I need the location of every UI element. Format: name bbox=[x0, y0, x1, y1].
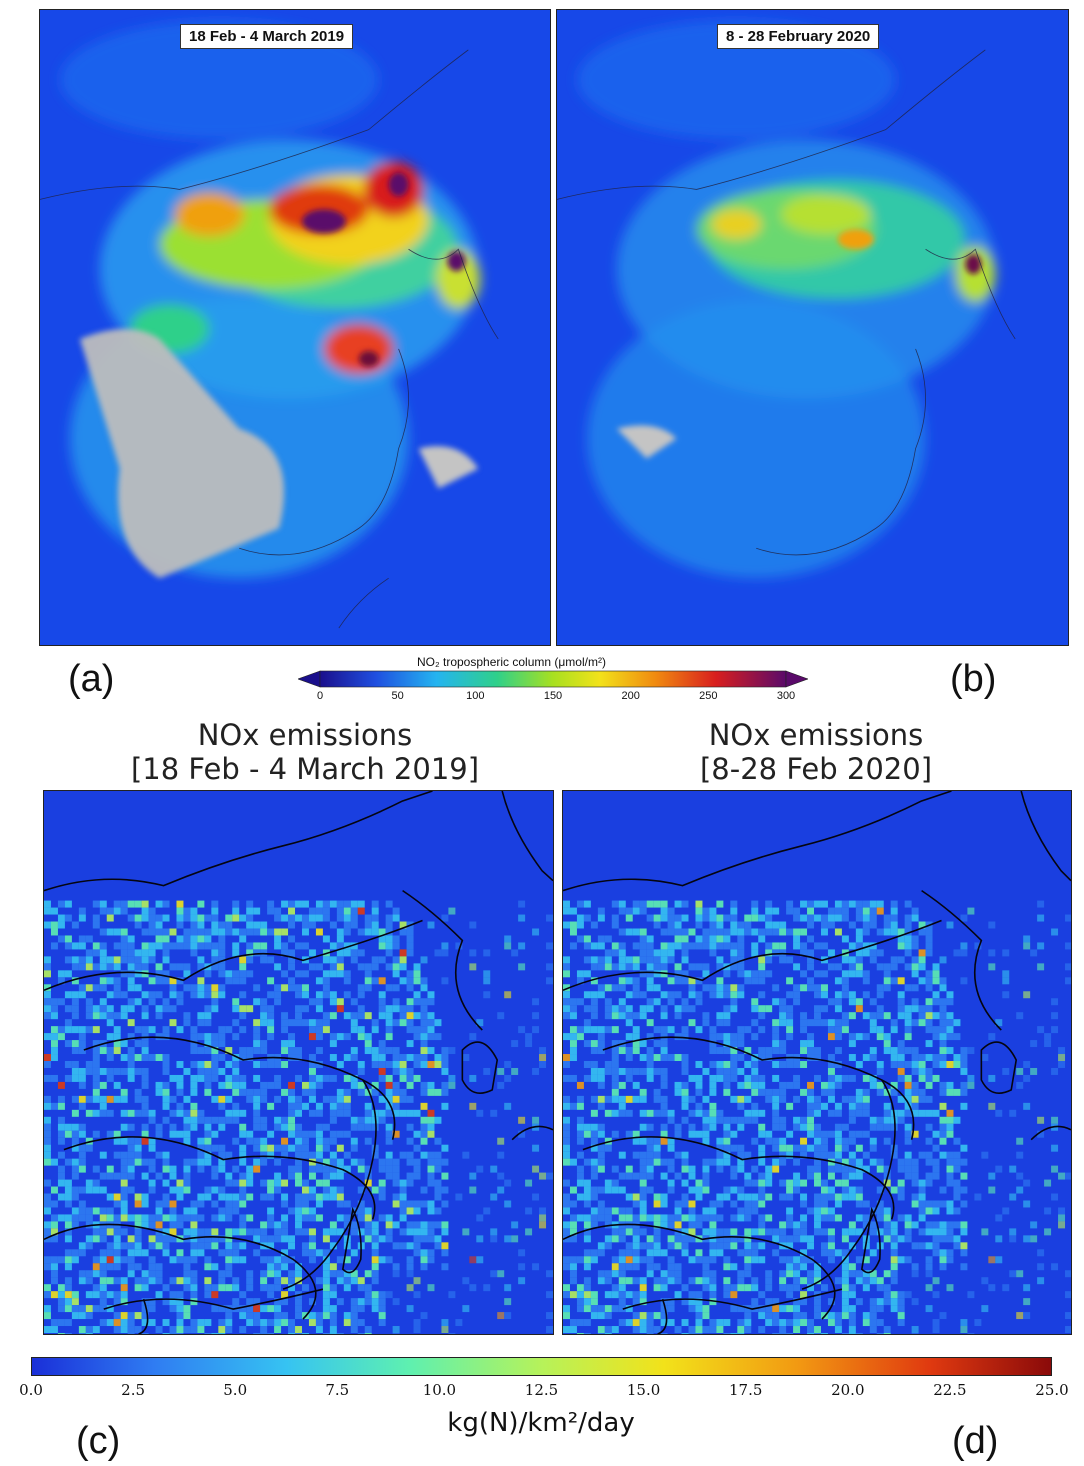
colorbar-top-tick: 250 bbox=[699, 690, 718, 702]
colorbar-bottom-unit: kg(N)/km²/day bbox=[447, 1408, 635, 1438]
nox-map-2020 bbox=[563, 791, 1071, 1334]
colorbar-bottom-tick: 10.0 bbox=[422, 1381, 457, 1399]
colorbar-top-tick: 100 bbox=[466, 690, 485, 702]
panel-c-title-line2: [18 Feb - 4 March 2019] bbox=[130, 752, 480, 786]
colorbar-bottom-tick: 12.5 bbox=[524, 1381, 559, 1399]
colorbar-bottom-tick: 5.0 bbox=[223, 1381, 248, 1399]
panel-label-b: (b) bbox=[950, 658, 997, 700]
map-panel-b: 8 - 28 February 2020 bbox=[556, 9, 1069, 646]
colorbar-top-title: NO₂ tropospheric column (μmol/m²) bbox=[417, 655, 606, 669]
colorbar-top bbox=[298, 670, 808, 688]
panel-label-d: (d) bbox=[952, 1420, 999, 1462]
colorbar-bottom-tick: 17.5 bbox=[728, 1381, 763, 1399]
colorbar-top-tick: 50 bbox=[391, 690, 404, 702]
panel-a-date: 18 Feb - 4 March 2019 bbox=[180, 24, 354, 49]
colorbar-bottom-tick: 25.0 bbox=[1035, 1381, 1069, 1399]
colorbar-bottom-tick: 7.5 bbox=[325, 1381, 350, 1399]
no2-map-2020 bbox=[557, 10, 1068, 645]
colorbar-bottom-tick: 2.5 bbox=[121, 1381, 146, 1399]
panel-label-a: (a) bbox=[68, 658, 115, 700]
panel-d-title-line1: NOx emissions bbox=[708, 718, 924, 752]
colorbar-bottom-tick: 15.0 bbox=[626, 1381, 661, 1399]
colorbar-bottom-tick: 0.0 bbox=[19, 1381, 43, 1399]
colorbar-bottom-tick: 22.5 bbox=[933, 1381, 967, 1399]
map-panel-a: 18 Feb - 4 March 2019 bbox=[39, 9, 551, 646]
map-panel-c bbox=[43, 790, 554, 1335]
panel-c-title: NOx emissions [18 Feb - 4 March 2019] bbox=[60, 718, 550, 786]
colorbar-top-tick: 0 bbox=[316, 690, 324, 702]
colorbar-bottom-tick: 20.0 bbox=[831, 1381, 865, 1399]
panel-d-title: NOx emissions [8-28 Feb 2020] bbox=[576, 718, 1056, 786]
panel-d-title-line2: [8-28 Feb 2020] bbox=[699, 752, 933, 786]
nox-map-2019 bbox=[44, 791, 553, 1334]
colorbar-top-tick: 150 bbox=[543, 690, 563, 702]
colorbar-bottom bbox=[31, 1357, 1052, 1376]
panel-label-c: (c) bbox=[76, 1420, 121, 1462]
colorbar-top-tick: 300 bbox=[776, 690, 796, 702]
no2-map-2019 bbox=[40, 10, 550, 645]
panel-c-title-line1: NOx emissions bbox=[197, 718, 413, 752]
map-panel-d bbox=[562, 790, 1072, 1335]
panel-b-date: 8 - 28 February 2020 bbox=[717, 24, 880, 49]
colorbar-top-tick: 200 bbox=[621, 690, 640, 702]
